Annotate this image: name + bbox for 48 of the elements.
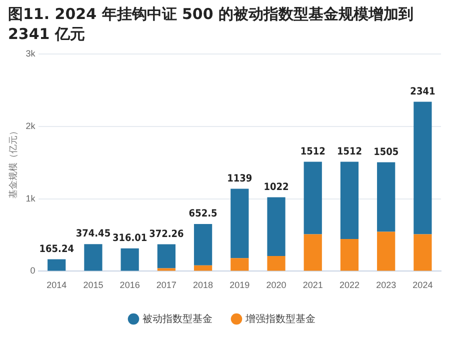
y-axis-title: 基金规模（亿元） <box>8 126 18 199</box>
total-label: 1505 <box>374 146 399 158</box>
bar <box>194 265 212 271</box>
bar <box>84 244 102 271</box>
x-tick-label: 2017 <box>156 280 176 290</box>
chart-title: 图11. 2024 年挂钩中证 500 的被动指数型基金规模增加到 2341 亿元 <box>7 4 415 44</box>
x-tick-label: 2022 <box>339 280 360 290</box>
y-tick-label: 2k <box>26 120 36 131</box>
bar <box>230 188 249 258</box>
y-tick-label: 3k <box>26 48 36 58</box>
bar <box>340 238 359 271</box>
total-label: 374.45 <box>76 228 111 240</box>
bar <box>304 162 322 234</box>
total-label: 316.01 <box>112 232 148 244</box>
x-tick-label: 2024 <box>412 280 433 290</box>
y-tick-label: 0 <box>30 266 36 276</box>
bar <box>304 234 322 271</box>
x-tick-label: 2021 <box>302 280 323 290</box>
bar <box>194 224 212 266</box>
total-label: 1512 <box>336 146 362 158</box>
total-label: 2341 <box>410 86 436 98</box>
bar <box>377 232 396 271</box>
x-tick-label: 2018 <box>193 280 214 290</box>
x-tick-label: 2023 <box>376 280 396 290</box>
bar <box>377 162 396 232</box>
total-label: 1139 <box>227 173 252 184</box>
bar <box>267 256 286 271</box>
x-tick-label: 2014 <box>46 280 67 290</box>
bar <box>48 259 66 271</box>
x-tick-label: 2016 <box>120 280 140 290</box>
bar <box>414 234 432 271</box>
total-label: 1512 <box>300 146 326 158</box>
x-tick-label: 2015 <box>83 280 104 290</box>
x-tick-label: 2020 <box>266 280 286 290</box>
bar <box>267 197 286 256</box>
bar <box>340 162 359 239</box>
total-label: 372.26 <box>149 228 184 240</box>
bar <box>157 244 176 268</box>
bar <box>414 102 432 234</box>
bar <box>120 248 139 271</box>
total-label: 652.5 <box>188 208 218 220</box>
legend-label: 被动指数型基金 <box>142 312 212 325</box>
total-label: 1022 <box>264 182 289 193</box>
bar <box>230 258 249 271</box>
legend-label: 增强指数型基金 <box>244 312 316 325</box>
y-tick-label: 1k <box>26 193 36 204</box>
total-label: 165.24 <box>39 244 74 255</box>
x-tick-label: 2019 <box>230 280 250 290</box>
